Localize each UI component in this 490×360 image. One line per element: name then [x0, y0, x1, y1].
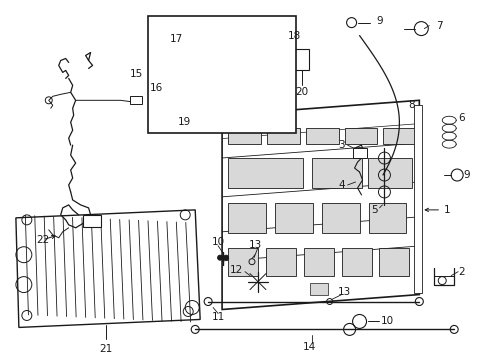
Text: 10: 10 [212, 237, 225, 247]
Bar [379, 248, 409, 276]
Bar [275, 203, 313, 233]
Text: 2: 2 [458, 267, 465, 276]
Bar [304, 248, 334, 276]
Text: 19: 19 [178, 117, 192, 127]
Circle shape [223, 255, 228, 260]
Text: 13: 13 [248, 240, 262, 250]
Bar [416, 203, 419, 233]
Text: 20: 20 [295, 87, 308, 97]
Text: 6: 6 [458, 113, 465, 123]
Text: 15: 15 [130, 69, 144, 80]
Bar [266, 248, 296, 276]
Bar [228, 158, 303, 188]
Bar [368, 158, 413, 188]
Bar [368, 203, 406, 233]
Text: 11: 11 [212, 312, 225, 323]
Bar [310, 283, 328, 294]
Text: 14: 14 [303, 342, 317, 352]
Bar [384, 128, 416, 144]
Text: 17: 17 [170, 33, 183, 44]
Bar [312, 158, 362, 188]
Text: 9: 9 [376, 15, 383, 26]
Text: 5: 5 [371, 205, 377, 215]
Text: 9: 9 [464, 170, 470, 180]
Bar [295, 49, 309, 71]
Circle shape [218, 255, 222, 260]
Bar [342, 248, 371, 276]
Bar [306, 128, 339, 144]
Text: 18: 18 [288, 31, 301, 41]
Bar [228, 128, 261, 144]
Text: 16: 16 [150, 84, 163, 93]
Text: 7: 7 [436, 21, 442, 31]
Bar [322, 203, 360, 233]
Text: 21: 21 [99, 345, 112, 354]
Text: 10: 10 [381, 316, 394, 327]
Text: 12: 12 [230, 265, 243, 275]
Text: 4: 4 [338, 180, 344, 190]
Bar [415, 105, 422, 293]
Bar [353, 148, 367, 158]
Bar [148, 15, 296, 133]
Text: 22: 22 [36, 235, 49, 245]
Text: 1: 1 [444, 205, 450, 215]
Text: 8: 8 [408, 100, 415, 110]
Bar [228, 248, 258, 276]
Text: 13: 13 [338, 287, 351, 297]
Bar [267, 128, 300, 144]
Bar [130, 96, 143, 104]
Text: 3: 3 [338, 140, 344, 150]
Bar [344, 128, 377, 144]
Bar [83, 215, 100, 227]
Bar [228, 203, 266, 233]
